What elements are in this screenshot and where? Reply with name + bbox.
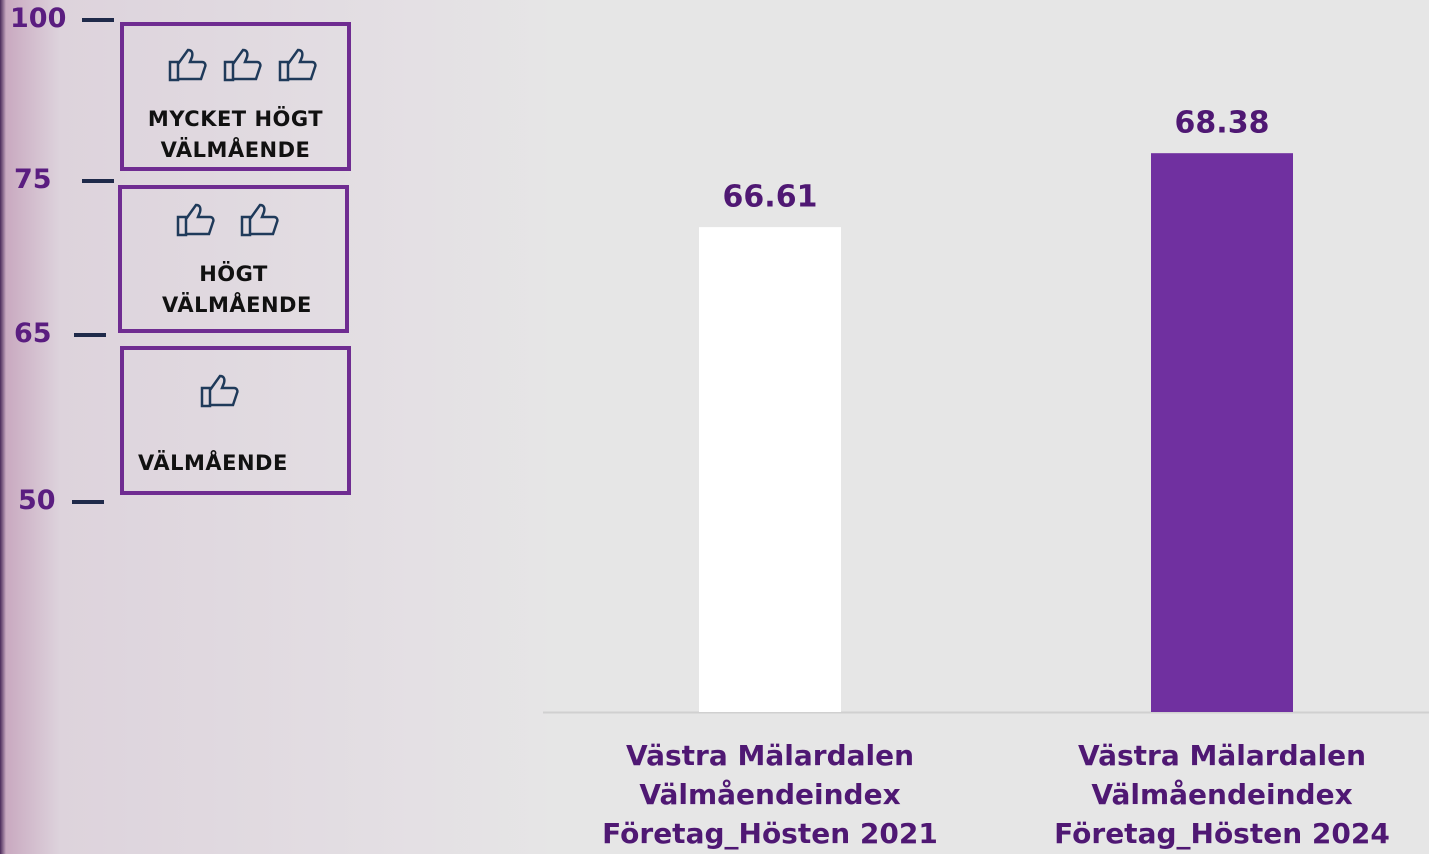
value-label: 68.38 [1175, 106, 1270, 141]
thumbs-icon [164, 42, 324, 86]
x-tick-label: Västra Mälardalen Välmåendeindex Företag… [1032, 736, 1412, 853]
thumbs-icon [196, 368, 246, 412]
scale-tick [82, 18, 114, 22]
scale-tick-label: 100 [10, 3, 66, 34]
thumbs-icon [172, 197, 292, 241]
level-label: VÄLMÅENDE [124, 448, 347, 479]
scale-tick-label: 50 [18, 485, 56, 516]
scale-tick [74, 333, 106, 337]
value-label: 66.61 [723, 180, 818, 215]
level-box: VÄLMÅENDE [120, 346, 351, 495]
scale-tick-label: 75 [14, 164, 52, 195]
scale-tick-label: 65 [14, 318, 52, 349]
level-box: HÖGT VÄLMÅENDE [118, 185, 349, 333]
x-tick-label: Västra Mälardalen Välmåendeindex Företag… [580, 736, 960, 853]
scale-tick [82, 179, 114, 183]
level-box: MYCKET HÖGT VÄLMÅENDE [120, 22, 351, 171]
level-label: HÖGT VÄLMÅENDE [122, 259, 345, 321]
slide: 66.61 68.38 MYCKET HÖGT VÄLMÅENDE HÖGT VÄ… [0, 0, 1429, 854]
bar [1151, 153, 1293, 712]
scale-tick [72, 500, 104, 504]
level-label: MYCKET HÖGT VÄLMÅENDE [124, 104, 347, 166]
bar [699, 227, 841, 712]
